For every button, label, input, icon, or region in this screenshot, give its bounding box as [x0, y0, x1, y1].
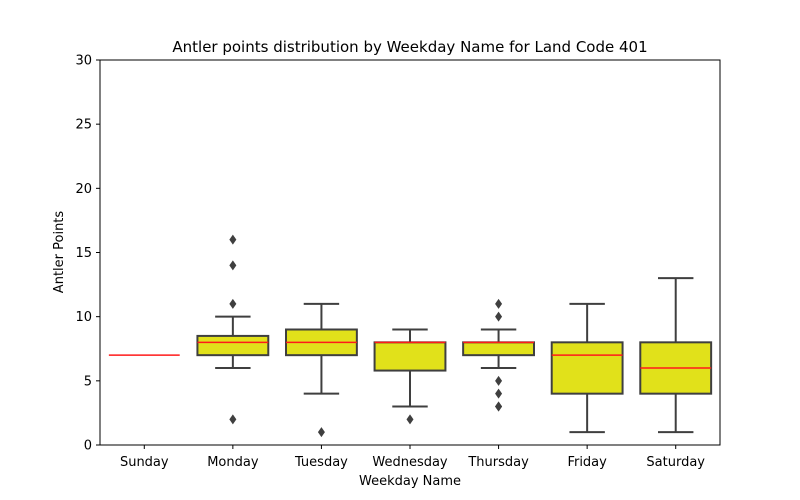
box-wednesday — [373, 341, 447, 372]
x-tick-label: Wednesday — [372, 455, 448, 470]
outlier-point — [495, 375, 503, 386]
x-tick-label: Saturday — [646, 455, 705, 470]
x-axis-label: Weekday Name — [359, 474, 461, 489]
x-tick-label: Sunday — [120, 455, 169, 470]
x-tick-label: Tuesday — [294, 455, 348, 470]
box-thursday — [462, 341, 535, 357]
y-tick-label: 25 — [75, 118, 92, 133]
y-tick-label: 20 — [75, 182, 92, 197]
outlier-point — [229, 260, 237, 271]
y-tick-label: 15 — [75, 246, 92, 261]
outlier-point — [229, 414, 237, 425]
plot-area: 0 5 10 15 20 25 30 Sunday Monday Tuesday Wednesday… — [75, 54, 713, 470]
outlier-point — [406, 414, 414, 425]
y-tick-label: 10 — [75, 310, 92, 325]
chart-title: Antler points distribution by Weekday Na… — [172, 38, 647, 56]
x-tick-label: Thursday — [467, 455, 529, 470]
y-tick-label: 5 — [84, 374, 92, 389]
outlier-point — [495, 298, 503, 309]
plot-frame — [99, 59, 721, 446]
x-tick-label: Friday — [567, 455, 607, 470]
y-axis-label: Antler Points — [52, 211, 67, 294]
outlier-point — [495, 401, 503, 412]
box-monday — [196, 334, 270, 357]
outlier-point — [229, 234, 237, 245]
box-friday — [550, 341, 624, 395]
outlier-point — [495, 388, 503, 399]
y-tick-label: 0 — [84, 439, 92, 454]
outlier-point — [317, 427, 325, 438]
y-tick-label: 30 — [75, 54, 92, 69]
x-tick-label: Monday — [207, 455, 259, 470]
outlier-point — [495, 311, 503, 322]
outlier-point — [229, 298, 237, 309]
